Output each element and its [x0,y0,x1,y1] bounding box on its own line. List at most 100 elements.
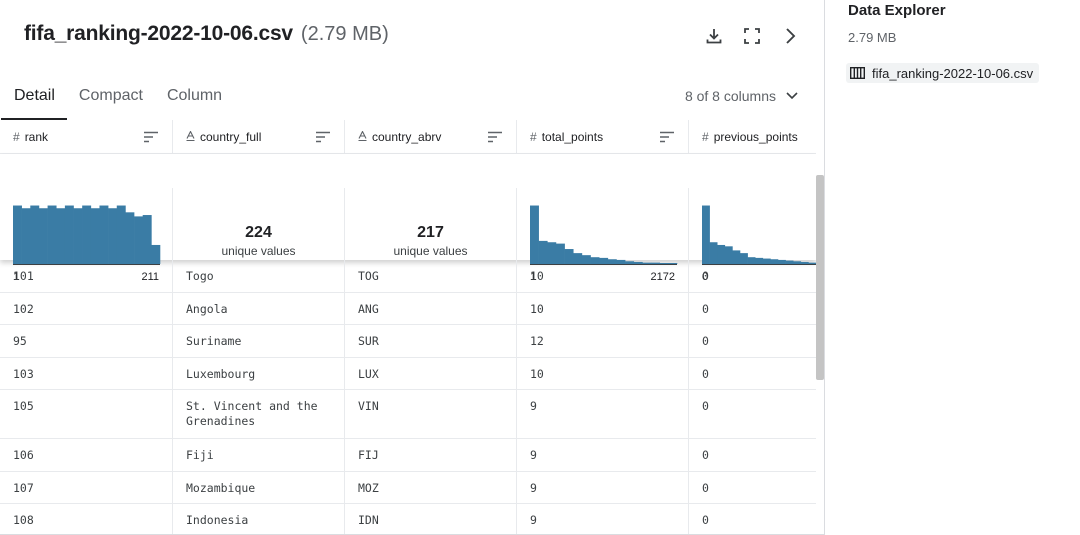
column-count-dropdown[interactable]: 8 of 8 columns [685,88,798,104]
histogram-bar[interactable] [770,259,779,264]
column-header-country-full[interactable]: country_full [173,120,345,154]
histogram-bar[interactable] [555,243,565,264]
histogram-bar[interactable] [47,205,57,264]
histogram-bar[interactable] [530,205,539,264]
cell-rank: 105 [13,399,34,413]
table-row[interactable]: 107 Mozambique MOZ 9 0 [0,471,816,504]
column-name: previous_points [713,129,798,144]
cell-total-points: 10 [530,269,544,283]
histogram-bar[interactable] [607,259,617,264]
histogram-bar[interactable] [808,262,816,264]
column-name: rank [24,129,49,144]
histogram-bar[interactable] [21,208,31,264]
cell-rank: 108 [13,513,34,527]
histogram-total-points[interactable] [517,188,689,278]
column-divider [344,390,345,438]
chevron-right-icon[interactable] [780,26,800,46]
histogram-bar[interactable] [142,215,152,264]
table-row[interactable]: 95 Suriname SUR 12 0 [0,325,816,358]
unique-label: unique values [221,244,296,258]
table-row[interactable]: 106 Fiji FIJ 9 0 [0,439,816,472]
column-divider [344,439,345,471]
histogram-bar[interactable] [793,261,802,264]
histogram-rank[interactable] [0,188,173,278]
string-type-icon [358,129,367,144]
table-row[interactable]: 102 Angola ANG 10 0 [0,292,816,325]
histogram-previous-points[interactable] [689,188,816,278]
histogram-bar[interactable] [99,205,109,264]
histogram-bar[interactable] [581,255,591,264]
column-header-previous-points[interactable]: # previous_points [689,120,816,154]
histogram-bar[interactable] [116,205,126,264]
histogram-bar[interactable] [633,261,643,264]
sort-icon[interactable] [488,131,502,143]
histogram-bar[interactable] [724,246,733,264]
table-row[interactable]: 108 Indonesia IDN 9 0 [0,504,816,534]
histogram-bar[interactable] [73,208,83,264]
unique-count: 224 [245,224,272,241]
histogram-bar[interactable] [668,263,678,264]
download-icon[interactable] [704,26,724,46]
histogram-bar[interactable] [642,262,652,264]
sort-icon[interactable] [660,131,674,143]
histogram-bar[interactable] [659,263,669,264]
data-explorer-file-item[interactable]: fifa_ranking-2022-10-06.csv [846,63,1040,83]
histogram-bar[interactable] [56,208,66,264]
histogram-bar[interactable] [64,205,74,264]
cell-rank: 102 [13,301,34,316]
numeric-type-icon: # [702,129,709,144]
column-divider [172,504,173,534]
histogram-bar[interactable] [702,205,710,264]
histogram-bar[interactable] [740,253,748,264]
summary-rank: 1 211 [0,188,173,294]
histogram-bar[interactable] [564,249,574,264]
column-header-total-points[interactable]: # total_points [517,120,689,154]
histogram-bar[interactable] [651,262,661,264]
histogram-bar[interactable] [82,205,92,264]
histogram-bar[interactable] [38,208,48,264]
tab-detail[interactable]: Detail [1,84,67,120]
histogram-bar[interactable] [90,208,100,264]
file-size: (2.79 MB) [300,23,389,45]
histogram-bar[interactable] [547,242,557,264]
table-row[interactable]: 105 St. Vincent and the Grenadines VIN 9 0 [0,390,816,439]
cell-total-points: 12 [530,334,544,348]
histogram-bar[interactable] [616,259,626,264]
column-header-country-abrv[interactable]: country_abrv [345,120,517,154]
histogram-bar[interactable] [785,260,794,264]
histogram-bar[interactable] [30,205,40,264]
tab-column[interactable]: Column [166,87,223,104]
histogram-bar[interactable] [732,250,741,264]
histogram-bar[interactable] [108,208,118,264]
histogram-bar[interactable] [778,259,786,264]
column-header-rank[interactable]: # rank [0,120,173,154]
column-divider [344,504,345,534]
tab-compact[interactable]: Compact [78,87,143,104]
histogram-bar[interactable] [125,212,135,264]
histogram-bar[interactable] [755,257,764,264]
table-row[interactable]: 103 Luxembourg LUX 10 0 [0,357,816,390]
summary-country-full: 224 unique values [173,188,345,294]
histogram-bar[interactable] [573,253,583,264]
histogram-bar[interactable] [538,240,548,264]
histogram-bar[interactable] [762,258,771,264]
header-actions [704,26,800,46]
table-row[interactable]: 101 Togo TOG 10 0 [0,260,816,293]
sort-icon[interactable] [316,131,330,143]
histogram-bar[interactable] [709,242,718,264]
chevron-down-icon [786,92,798,100]
vertical-scrollbar[interactable] [816,175,824,380]
histogram-bar[interactable] [717,244,726,264]
histogram-bar[interactable] [800,261,809,264]
sort-icon[interactable] [144,131,158,143]
histogram-bar[interactable] [599,257,609,264]
histogram-bar[interactable] [151,244,161,264]
histogram-bar[interactable] [590,257,600,264]
histogram-bar[interactable] [134,216,144,264]
fullscreen-icon[interactable] [742,26,762,46]
histogram-bar[interactable] [625,261,635,264]
data-explorer-title: Data Explorer [848,2,946,19]
column-divider [516,292,517,324]
histogram-bar[interactable] [13,205,22,264]
histogram-bar[interactable] [747,257,756,264]
